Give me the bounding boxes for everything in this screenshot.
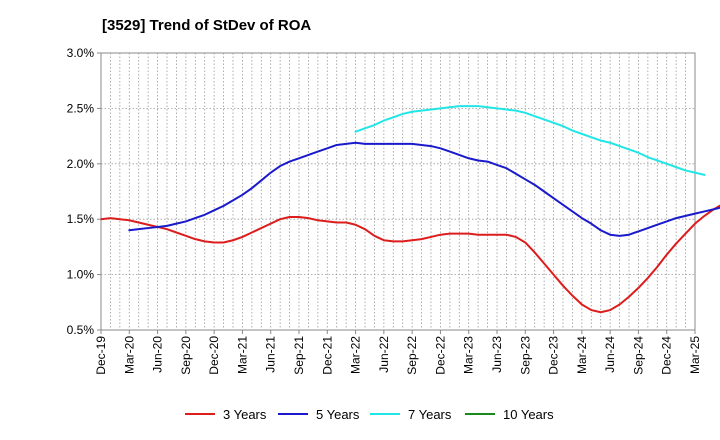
series-line-3: [354, 105, 706, 176]
x-tick-label: Sep-23: [518, 336, 532, 375]
grid-lines: [101, 53, 695, 330]
y-tick-label: 2.5%: [67, 101, 95, 115]
y-tick-label: 1.0%: [67, 268, 95, 282]
chart-title: [3529] Trend of StDev of ROA: [102, 17, 311, 34]
y-tick-label: 3.0%: [67, 46, 95, 60]
series-line-1: [100, 204, 720, 314]
legend-label-4: 10 Years: [503, 407, 554, 422]
x-tick-label: Sep-20: [179, 336, 193, 375]
legend-label-3: 7 Years: [408, 407, 452, 422]
x-tick-label: Sep-21: [292, 336, 306, 375]
x-tick-label: Dec-23: [547, 336, 561, 375]
x-tick-label: Jun-20: [151, 336, 165, 373]
x-tick-label: Dec-19: [94, 336, 108, 375]
y-axis: 0.5% 1.0% 1.5% 2.0% 2.5% 3.0%: [67, 46, 101, 337]
x-tick-label: Mar-24: [575, 336, 589, 374]
x-tick-label: Mar-20: [122, 336, 136, 374]
series-layer: [100, 105, 720, 314]
x-tick-label: Dec-21: [320, 336, 334, 375]
x-tick-label: Dec-24: [660, 336, 674, 375]
y-tick-label: 1.5%: [67, 212, 95, 226]
x-axis: Dec-19 Mar-20 Jun-20 Sep-20 Dec-20 Mar-21 Jun-…: [94, 330, 702, 375]
x-tick-label: Sep-22: [405, 336, 419, 375]
y-tick-label: 0.5%: [67, 323, 95, 337]
x-tick-label: Dec-20: [207, 336, 221, 375]
x-tick-label: Jun-21: [264, 336, 278, 373]
x-tick-label: Sep-24: [631, 336, 645, 375]
legend-label-2: 5 Years: [316, 407, 360, 422]
x-tick-label: Jun-24: [603, 336, 617, 373]
x-tick-label: Jun-22: [377, 336, 391, 373]
y-tick-label: 2.0%: [67, 157, 95, 171]
series-line-2: [128, 141, 720, 237]
x-tick-label: Mar-25: [688, 336, 702, 374]
legend-label-1: 3 Years: [223, 407, 267, 422]
x-tick-label: Mar-22: [349, 336, 363, 374]
x-tick-label: Mar-23: [462, 336, 476, 374]
legend: 3 Years 5 Years 7 Years 10 Years: [185, 407, 554, 422]
plot-frame: [100, 52, 696, 331]
plot-background: [101, 53, 695, 330]
x-tick-label: Dec-22: [433, 336, 447, 375]
plot-area: [100, 52, 696, 331]
x-tick-label: Mar-21: [235, 336, 249, 374]
x-tick-label: Jun-23: [490, 336, 504, 373]
